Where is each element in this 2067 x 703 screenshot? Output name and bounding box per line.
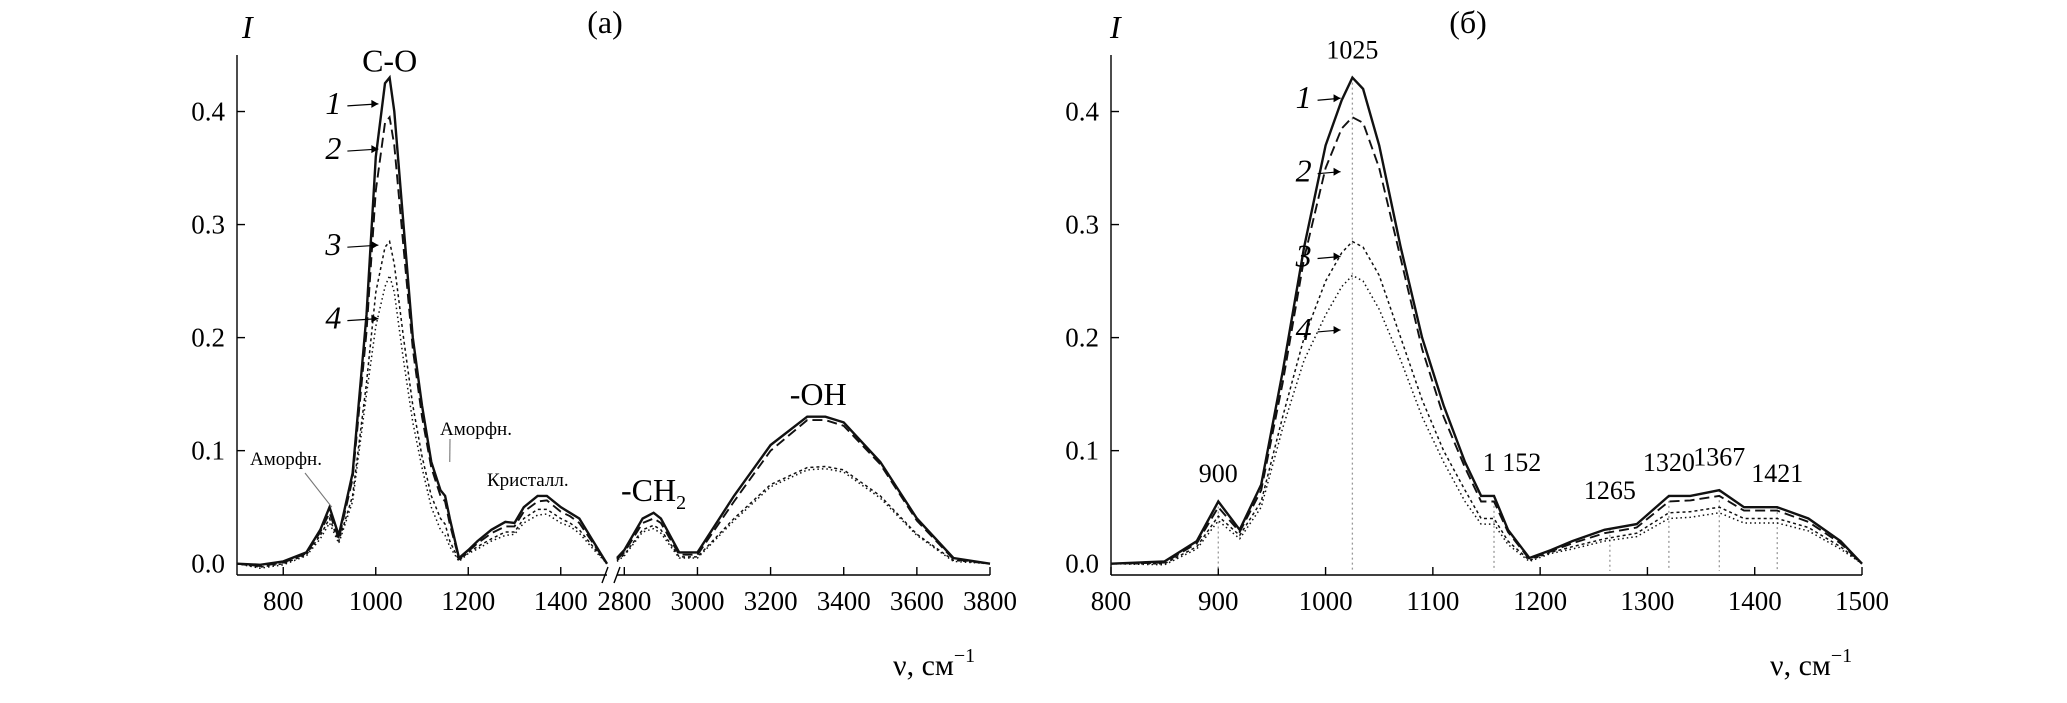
b-series-1-line [1110, 75, 1863, 565]
panel-b: 0.0 0.1 0.2 0.3 0.4 800 900 1000 1100 1200 1300 140… [1065, 4, 1889, 682]
a-x-tick-label: 1400 [534, 586, 588, 616]
a-axis-break [613, 566, 621, 584]
a-group-label: -OH [790, 376, 847, 412]
b-series-2-line [1110, 116, 1863, 565]
a-series-1-line [616, 415, 991, 565]
a-axis-break [601, 566, 609, 584]
b-series-arrow [1333, 252, 1341, 261]
b-peak-label: 1025 [1326, 35, 1378, 64]
a-group-label: C-O [362, 43, 417, 79]
b-series-3-line [1111, 240, 1863, 565]
b-x-axis-label: ν, см−1 [1770, 645, 1852, 682]
a-series-4-line [616, 467, 991, 565]
b-peak-label: 1421 [1751, 459, 1803, 488]
b-x-tick-label: 1100 [1406, 586, 1459, 616]
a-y-axis-label: I [241, 9, 254, 45]
b-series-label: 2 [1296, 153, 1312, 189]
a-x-tick-label: 3000 [670, 586, 724, 616]
a-series-arrow [371, 145, 379, 154]
b-series-arrow [1333, 94, 1341, 103]
b-y-axis-label: I [1109, 9, 1122, 45]
a-series-arrow [371, 241, 379, 250]
a-series-3-line [236, 239, 608, 568]
b-peak-label: 1367 [1693, 442, 1745, 471]
a-series-arrow [371, 314, 379, 323]
a-y-tick-label: 0.1 [191, 436, 225, 466]
a-x-tick-label: 1000 [349, 586, 403, 616]
a-x-tick-label: 800 [263, 586, 304, 616]
b-y-tick-label: 0.0 [1065, 549, 1099, 579]
b-peak-label: 1265 [1584, 476, 1636, 505]
b-series-4-line [1110, 274, 1863, 566]
b-x-tick-label: 800 [1091, 586, 1132, 616]
a-group-label: -CH2 [621, 472, 686, 514]
a-x-tick-label: 3600 [890, 586, 944, 616]
a-series-2-line [236, 114, 608, 567]
b-series-label: 4 [1296, 311, 1312, 347]
b-series-arrow [1333, 167, 1341, 176]
a-x-tick-label: 3200 [744, 586, 798, 616]
a-series-label: 1 [325, 85, 341, 121]
b-peak-label: 1320 [1643, 448, 1695, 477]
a-x-axis-label: ν, см−1 [893, 645, 975, 682]
b-series-label: 3 [1295, 237, 1312, 273]
a-y-tick-label: 0.3 [191, 210, 225, 240]
a-y-tick-label: 0.0 [191, 549, 225, 579]
b-x-tick-label: 1300 [1620, 586, 1674, 616]
a-series-label: 4 [325, 300, 341, 336]
a-x-tick-label: 2800 [597, 586, 651, 616]
a-y-tick-label: 0.2 [191, 323, 225, 353]
a-series-arrow [371, 99, 379, 108]
b-x-tick-label: 900 [1198, 586, 1239, 616]
a-x-tick-label: 3400 [817, 586, 871, 616]
a-annotation: Аморфн. [440, 419, 512, 440]
b-y-tick-label: 0.2 [1065, 323, 1099, 353]
b-y-tick-label: 0.1 [1065, 436, 1099, 466]
b-y-tick-label: 0.3 [1065, 210, 1099, 240]
a-series-label: 2 [325, 130, 341, 166]
b-peak-label: 1 152 [1483, 448, 1542, 477]
b-x-tick-label: 1000 [1299, 586, 1353, 616]
b-panel-label: (б) [1449, 4, 1487, 40]
b-series-arrow [1333, 325, 1341, 334]
a-x-tick-label: 1200 [441, 586, 495, 616]
a-annotation-arrow [304, 472, 333, 508]
b-x-tick-label: 1500 [1835, 586, 1889, 616]
b-x-tick-label: 1200 [1513, 586, 1567, 616]
a-y-tick-label: 0.4 [191, 97, 225, 127]
b-peak-label: 900 [1199, 459, 1238, 488]
a-series-1-line [236, 74, 609, 567]
a-annotation: Аморфн. [250, 449, 322, 470]
b-x-tick-label: 1400 [1728, 586, 1782, 616]
b-y-tick-label: 0.4 [1065, 97, 1099, 127]
b-series-label: 1 [1296, 79, 1312, 115]
a-x-tick-label: 3800 [963, 586, 1017, 616]
a-series-label: 3 [324, 226, 341, 262]
a-panel-label: (а) [587, 4, 623, 40]
a-series-2-line [616, 419, 991, 565]
a-annotation: Кристалл. [487, 470, 569, 491]
